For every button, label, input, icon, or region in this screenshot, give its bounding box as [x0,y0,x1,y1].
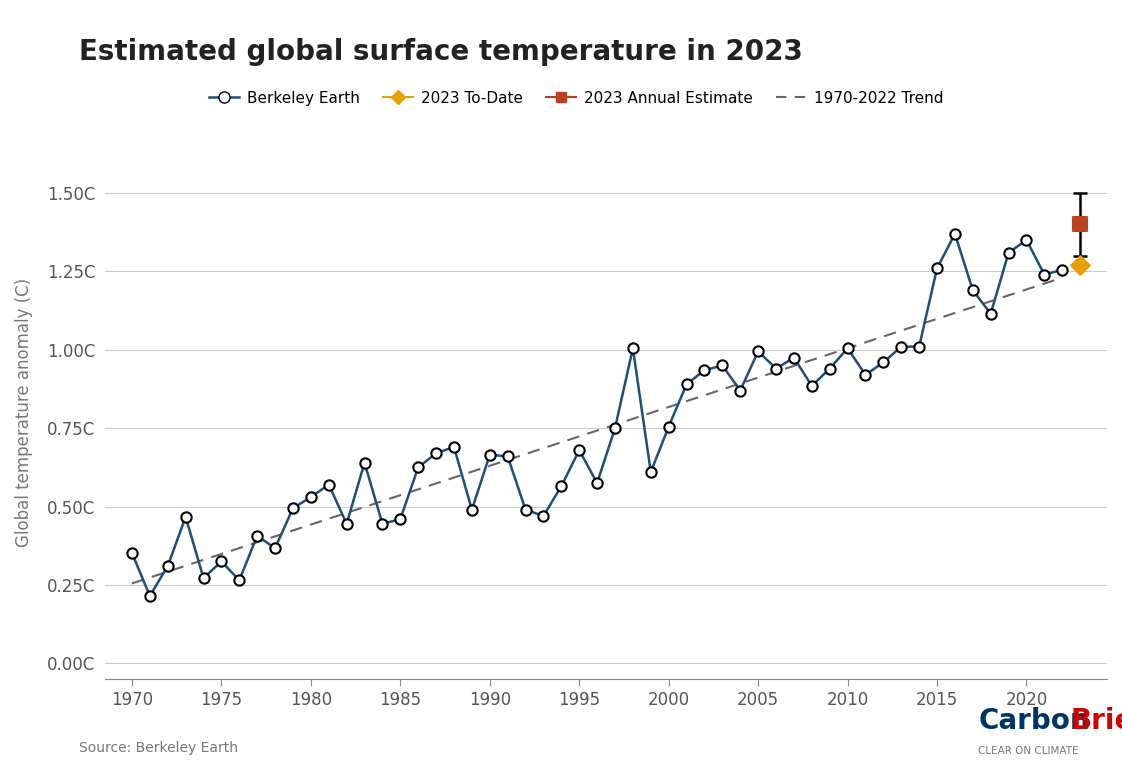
Point [230,574,248,587]
Point [427,447,445,460]
Point [481,449,499,461]
Point [212,555,230,567]
Point [785,351,803,363]
Point [158,560,176,572]
Point [732,384,749,397]
Point [176,511,194,523]
Point [266,542,284,554]
Point [410,461,427,474]
Point [928,262,946,274]
Point [1036,269,1054,281]
Point [194,572,212,584]
Point [356,457,374,469]
Point [498,450,516,463]
Point [606,422,624,434]
Point [678,378,696,390]
Text: CLEAR ON CLIMATE: CLEAR ON CLIMATE [978,746,1079,756]
Point [1072,259,1089,271]
Point [749,345,767,357]
Point [892,340,910,353]
Point [982,307,1000,320]
Point [874,357,892,369]
Text: Source: Berkeley Earth: Source: Berkeley Earth [79,741,238,755]
Point [660,420,678,433]
Point [552,480,570,492]
Point [445,441,463,454]
Point [570,444,588,457]
Point [516,504,534,516]
Point [1054,263,1072,276]
Point [964,284,982,296]
Point [284,502,302,514]
Point [946,228,964,240]
Point [392,513,410,525]
Point [534,510,552,522]
Point [588,477,606,489]
Point [338,517,356,530]
Point [820,363,838,375]
Point [374,517,392,530]
Point [624,342,642,354]
Y-axis label: Global temperature anomaly (C): Global temperature anomaly (C) [15,278,33,547]
Point [696,364,714,377]
Point [463,504,481,516]
Point [714,360,732,372]
Text: Brief: Brief [1070,708,1122,735]
Point [838,342,856,354]
Point [767,363,785,375]
Point [248,530,266,542]
Text: Carbon: Carbon [978,708,1089,735]
Point [302,491,320,504]
Point [856,369,874,381]
Point [1018,234,1036,246]
Point [910,340,928,353]
Text: Estimated global surface temperature in 2023: Estimated global surface temperature in … [79,38,802,66]
Point [141,590,159,602]
Point [123,547,141,559]
Point [320,478,338,490]
Point [1000,246,1018,259]
Legend: Berkeley Earth, 2023 To-Date, 2023 Annual Estimate, 1970-2022 Trend: Berkeley Earth, 2023 To-Date, 2023 Annua… [202,85,949,112]
Point [642,466,660,478]
Point [1072,218,1089,230]
Point [803,380,821,392]
